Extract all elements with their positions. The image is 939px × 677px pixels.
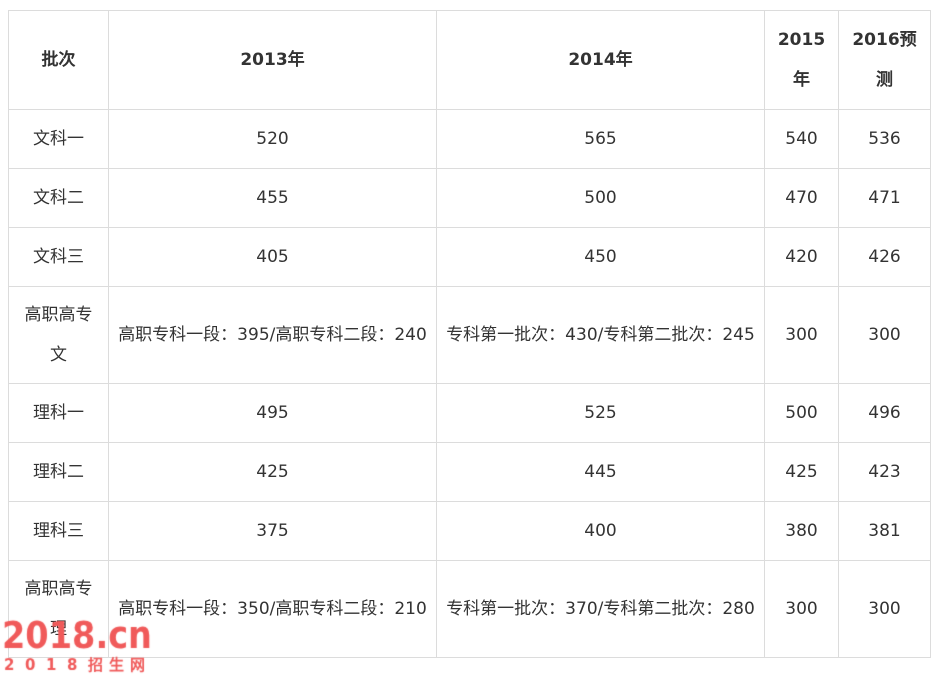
header-batch: 批次 <box>8 10 109 110</box>
table-row: 文科二 455 500 470 471 <box>8 168 931 228</box>
table-cell: 470 <box>764 168 839 228</box>
header-2014: 2014年 <box>436 10 765 110</box>
table-cell: 500 <box>764 383 839 443</box>
table-cell: 理科二 <box>8 442 109 502</box>
table-cell: 400 <box>436 501 765 561</box>
table-cell: 445 <box>436 442 765 502</box>
table-cell: 高职专科一段：395/高职专科二段：240 <box>108 286 437 384</box>
table-cell: 高职高专理 <box>8 560 109 658</box>
table-row: 文科一 520 565 540 536 <box>8 109 931 169</box>
table-cell: 理科三 <box>8 501 109 561</box>
table-row: 文科三 405 450 420 426 <box>8 227 931 287</box>
table-cell: 405 <box>108 227 437 287</box>
table-cell: 455 <box>108 168 437 228</box>
table-row: 理科三 375 400 380 381 <box>8 501 931 561</box>
table-cell: 文科一 <box>8 109 109 169</box>
table-cell: 525 <box>436 383 765 443</box>
table-cell: 496 <box>838 383 931 443</box>
header-2015: 2015年 <box>764 10 839 110</box>
table-cell: 375 <box>108 501 437 561</box>
table-cell: 450 <box>436 227 765 287</box>
table-cell: 381 <box>838 501 931 561</box>
table-cell: 300 <box>838 560 931 658</box>
table-cell: 专科第一批次：370/专科第二批次：280 <box>436 560 765 658</box>
score-table: 批次 2013年 2014年 2015年 2016预测 文科一 520 565 540… <box>8 10 931 658</box>
table-cell: 专科第一批次：430/专科第二批次：245 <box>436 286 765 384</box>
table-cell: 420 <box>764 227 839 287</box>
table-row: 高职高专理 高职专科一段：350/高职专科二段：210 专科第一批次：370/专科第… <box>8 560 931 658</box>
table-cell: 文科二 <box>8 168 109 228</box>
table-cell: 高职高专文 <box>8 286 109 384</box>
table-cell: 500 <box>436 168 765 228</box>
table-cell: 536 <box>838 109 931 169</box>
table-cell: 540 <box>764 109 839 169</box>
table-cell: 300 <box>764 560 839 658</box>
table-cell: 425 <box>764 442 839 502</box>
table-cell: 423 <box>838 442 931 502</box>
table-cell: 425 <box>108 442 437 502</box>
table-cell: 380 <box>764 501 839 561</box>
table-cell: 高职专科一段：350/高职专科二段：210 <box>108 560 437 658</box>
table-cell: 520 <box>108 109 437 169</box>
table-cell: 文科三 <box>8 227 109 287</box>
table-cell: 426 <box>838 227 931 287</box>
header-2013: 2013年 <box>108 10 437 110</box>
table-row: 理科一 495 525 500 496 <box>8 383 931 443</box>
table-cell: 理科一 <box>8 383 109 443</box>
table-row: 理科二 425 445 425 423 <box>8 442 931 502</box>
header-2016: 2016预测 <box>838 10 931 110</box>
table-cell: 471 <box>838 168 931 228</box>
header-row: 批次 2013年 2014年 2015年 2016预测 <box>8 10 931 110</box>
table-cell: 495 <box>108 383 437 443</box>
table-cell: 565 <box>436 109 765 169</box>
table-row: 高职高专文 高职专科一段：395/高职专科二段：240 专科第一批次：430/专科第… <box>8 286 931 384</box>
table-cell: 300 <box>764 286 839 384</box>
table-cell: 300 <box>838 286 931 384</box>
